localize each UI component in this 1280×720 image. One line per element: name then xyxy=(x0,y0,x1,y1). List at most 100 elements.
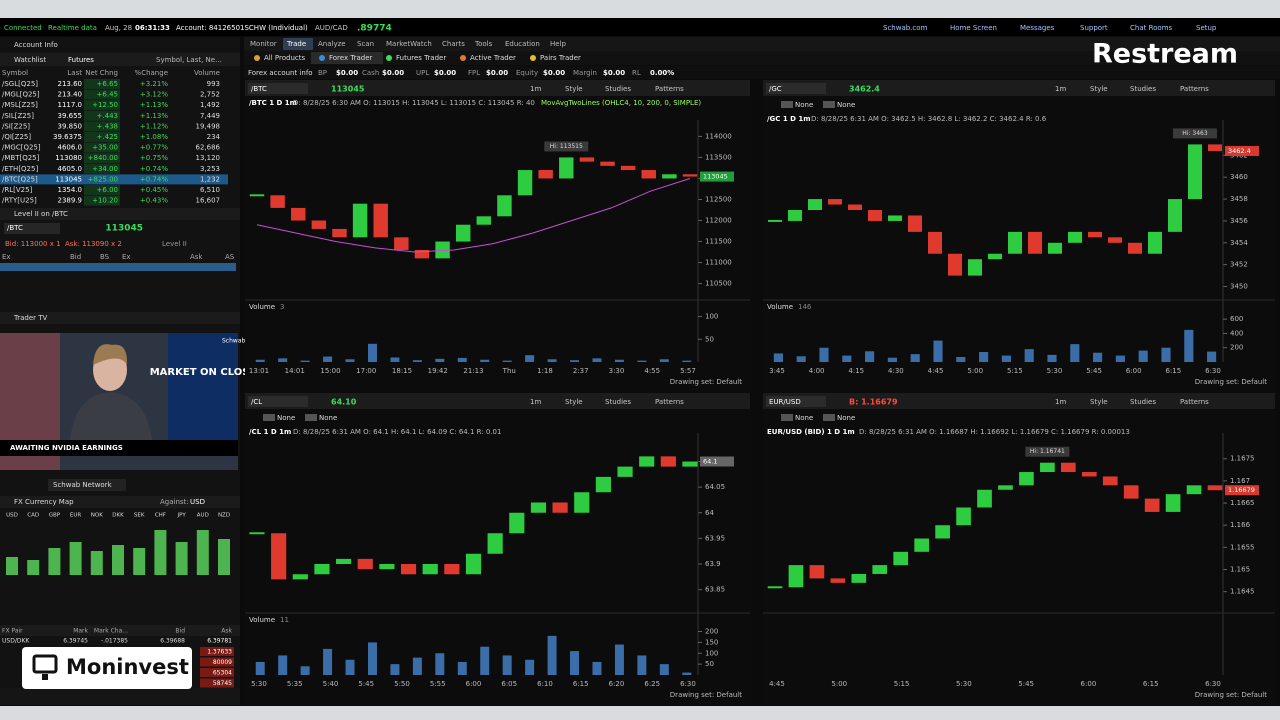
chart-patterns[interactable]: Patterns xyxy=(655,398,684,406)
chart-patterns[interactable]: Patterns xyxy=(1180,398,1209,406)
moving-average xyxy=(256,177,691,253)
volume-bar xyxy=(367,642,377,675)
top-link[interactable]: Home Screen xyxy=(950,24,997,32)
sub-menu-item[interactable]: Pairs Trader xyxy=(540,54,581,62)
watchlist-cell[interactable]: /SGL[Q25] xyxy=(2,80,38,88)
menu-item[interactable]: Education xyxy=(505,40,540,48)
watchlist-cell[interactable]: /MGC[Q25] xyxy=(2,144,41,152)
sub-menu-item[interactable]: Forex Trader xyxy=(329,54,372,62)
volume-label: Volume xyxy=(249,616,275,624)
status: Connected xyxy=(4,24,42,32)
watchlist-header xyxy=(0,53,240,66)
x-tick-label: 6:00 xyxy=(1126,367,1142,375)
fx-against[interactable]: USD xyxy=(190,498,205,506)
sub-menu-item[interactable]: Active Trader xyxy=(470,54,516,62)
watchlist-cell[interactable]: /SIL[Z25] xyxy=(2,112,34,120)
watchlist-cell[interactable]: /RL[V25] xyxy=(2,186,33,194)
drawing-set: Drawing set: Default xyxy=(670,691,742,699)
column-header: Mark Cha... xyxy=(94,628,128,635)
candle xyxy=(517,170,533,196)
change-cell xyxy=(84,79,120,89)
chart-interval[interactable]: 1m xyxy=(530,85,541,93)
chart-studies[interactable]: Studies xyxy=(605,85,631,93)
watchlist-cell[interactable]: /BTC[Q25] xyxy=(2,175,38,183)
fx-bar xyxy=(48,548,61,575)
menu-item[interactable]: Trade xyxy=(286,40,306,48)
volume-bar xyxy=(637,360,647,362)
chart-ohlc: D: 8/28/25 6:31 AM O: 64.1 H: 64.1 L: 64… xyxy=(293,428,501,436)
watchlist-cell: 19,498 xyxy=(196,122,221,130)
menu-item[interactable]: MarketWatch xyxy=(386,40,432,48)
menu-item[interactable]: Analyze xyxy=(318,40,346,48)
watchlist-cell: +.443 xyxy=(97,112,118,120)
chart-style[interactable]: Style xyxy=(1090,398,1108,406)
chart-studies[interactable]: Studies xyxy=(605,398,631,406)
menu-item[interactable]: Help xyxy=(550,40,567,48)
none-label: None xyxy=(795,101,813,109)
chart-style[interactable]: Style xyxy=(1090,85,1108,93)
candle xyxy=(538,170,553,179)
watchlist-cell: 13,120 xyxy=(196,154,221,162)
watchlist-cell[interactable]: /MGL[Q25] xyxy=(2,91,40,99)
menu-item[interactable]: Charts xyxy=(442,40,465,48)
chart-interval[interactable]: 1m xyxy=(530,398,541,406)
candle xyxy=(768,219,782,222)
chart-interval[interactable]: 1m xyxy=(1055,398,1066,406)
chart-patterns[interactable]: Patterns xyxy=(655,85,684,93)
chart-studies[interactable]: Studies xyxy=(1130,85,1156,93)
chart-symbol[interactable]: /GC xyxy=(769,85,782,93)
candle xyxy=(271,533,287,580)
fx-bar xyxy=(196,530,209,575)
candle xyxy=(497,195,512,217)
watchlist-cell[interactable]: /RTY[U25] xyxy=(2,197,37,205)
watchlist-name[interactable]: Futures xyxy=(68,56,94,64)
menu-item[interactable]: Monitor xyxy=(250,40,277,48)
x-tick-label: 3:45 xyxy=(769,367,785,375)
menu-item[interactable]: Scan xyxy=(357,40,374,48)
top-link[interactable]: Schwab.com xyxy=(883,24,928,32)
x-tick-label: 4:45 xyxy=(769,680,785,688)
chart-studies[interactable]: Studies xyxy=(1130,398,1156,406)
tv-channel[interactable]: Schwab Network xyxy=(53,481,113,489)
volume-bar xyxy=(457,357,467,362)
watchlist-cell[interactable]: /MBT[Q25] xyxy=(2,154,40,162)
volume-value: 146 xyxy=(798,303,812,311)
symbol-box xyxy=(248,83,308,94)
chart-style[interactable]: Style xyxy=(565,85,583,93)
y-tick-label: 1.1655 xyxy=(1230,543,1255,551)
watchlist-cell[interactable]: /MSL[Z25] xyxy=(2,101,38,109)
menu-item[interactable]: Tools xyxy=(474,40,493,48)
candle xyxy=(1088,231,1102,238)
watchlist-filter[interactable]: Symbol, Last, Ne... xyxy=(156,56,222,64)
candle xyxy=(530,502,547,513)
top-link[interactable]: Chat Rooms xyxy=(1130,24,1173,32)
candle xyxy=(1102,476,1118,486)
sub-menu-item[interactable]: Futures Trader xyxy=(396,54,446,62)
fx-currency: NOK xyxy=(91,513,103,519)
x-tick-label: 5:55 xyxy=(430,680,446,688)
watchlist-cell: 2,752 xyxy=(200,91,220,99)
chart-symbol[interactable]: /BTC xyxy=(251,85,267,93)
chart-patterns[interactable]: Patterns xyxy=(1180,85,1209,93)
volume-tick-label: 200 xyxy=(705,628,718,636)
watchlist-cell[interactable]: /QI[Z25] xyxy=(2,133,31,141)
x-tick-label: 5:00 xyxy=(967,367,983,375)
chart-style[interactable]: Style xyxy=(565,398,583,406)
candle xyxy=(595,476,611,493)
watchlist-cell[interactable]: /SI[Z25] xyxy=(2,122,30,130)
pair[interactable]: AUD/CAD xyxy=(315,24,348,32)
top-link[interactable]: Setup xyxy=(1196,24,1217,32)
chart-interval[interactable]: 1m xyxy=(1055,85,1066,93)
candle xyxy=(977,489,992,508)
watchlist-cell[interactable]: /ETH[Q25] xyxy=(2,165,38,173)
sub-menu-item[interactable]: All Products xyxy=(264,54,305,62)
change-cell xyxy=(84,100,120,111)
chart-symbol[interactable]: /CL xyxy=(251,398,262,406)
candle xyxy=(1148,231,1162,254)
top-link[interactable]: Support xyxy=(1080,24,1108,32)
volume-value: 11 xyxy=(280,616,289,624)
top-link[interactable]: Messages xyxy=(1020,24,1055,32)
candle xyxy=(1144,498,1160,512)
candle xyxy=(311,220,327,229)
chart-symbol[interactable]: EUR/USD xyxy=(769,398,801,406)
